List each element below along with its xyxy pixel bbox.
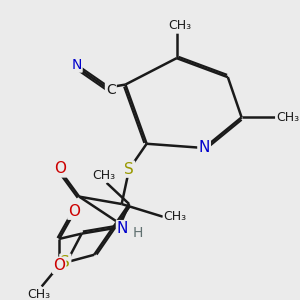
- Text: O: O: [54, 161, 66, 176]
- Text: N: N: [117, 221, 128, 236]
- Text: CH₃: CH₃: [27, 288, 50, 300]
- Text: S: S: [124, 162, 134, 177]
- Text: H: H: [133, 226, 143, 240]
- Text: N: N: [71, 58, 82, 72]
- Text: C: C: [106, 83, 116, 98]
- Text: N: N: [198, 140, 210, 155]
- Text: O: O: [68, 204, 80, 219]
- Text: CH₃: CH₃: [92, 169, 116, 182]
- Text: O: O: [53, 258, 65, 273]
- Text: CH₃: CH₃: [276, 111, 299, 124]
- Text: S: S: [60, 255, 70, 270]
- Text: CH₃: CH₃: [164, 210, 187, 223]
- Text: CH₃: CH₃: [168, 20, 191, 32]
